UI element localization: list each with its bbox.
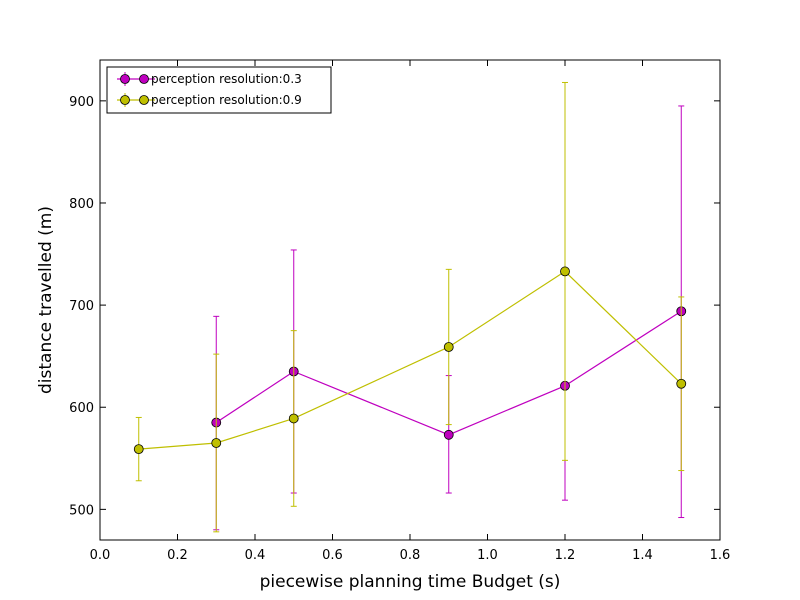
x-tick-label: 1.2 <box>555 548 576 563</box>
y-tick-label: 900 <box>69 95 94 110</box>
data-point <box>560 266 570 277</box>
series-2 <box>133 81 687 533</box>
legend-marker <box>139 74 149 84</box>
y-tick-label: 700 <box>69 299 94 314</box>
series-line <box>138 270 682 450</box>
series-layer <box>133 81 687 533</box>
x-tick-label: 0.6 <box>322 548 343 563</box>
plot-area <box>100 60 720 540</box>
x-tick-label: 0.2 <box>167 548 188 563</box>
legend-marker <box>120 95 130 105</box>
y-tick-label: 600 <box>69 401 94 416</box>
x-tick-label: 0.4 <box>245 548 266 563</box>
legend-marker <box>139 95 149 105</box>
x-tick-label: 0.0 <box>90 548 111 563</box>
data-point <box>288 413 299 424</box>
x-axis-label: piecewise planning time Budget (s) <box>260 572 561 592</box>
y-tick-label: 800 <box>69 197 94 212</box>
legend-marker <box>120 74 130 84</box>
data-point <box>211 438 222 448</box>
x-tick-label: 1.4 <box>632 548 653 563</box>
x-tick-label: 0.8 <box>400 548 421 563</box>
data-point <box>676 378 687 389</box>
x-tick-label: 1.0 <box>477 548 498 563</box>
data-point <box>133 444 144 455</box>
data-point <box>443 342 454 352</box>
y-tick-label: 500 <box>69 503 94 518</box>
data-point <box>443 429 454 440</box>
legend-label: perception resolution:0.3 <box>151 72 302 86</box>
y-axis-label: distance travelled (m) <box>36 206 56 394</box>
legend: perception resolution:0.3 perception reso… <box>106 66 332 114</box>
ticks-layer: 0.0 0.2 0.4 0.6 0.8 1.0 1.2 1.4 1.6 500 600 700 800 9… <box>69 60 730 563</box>
x-tick-label: 1.6 <box>710 548 731 563</box>
legend-label: perception resolution:0.9 <box>151 93 302 107</box>
